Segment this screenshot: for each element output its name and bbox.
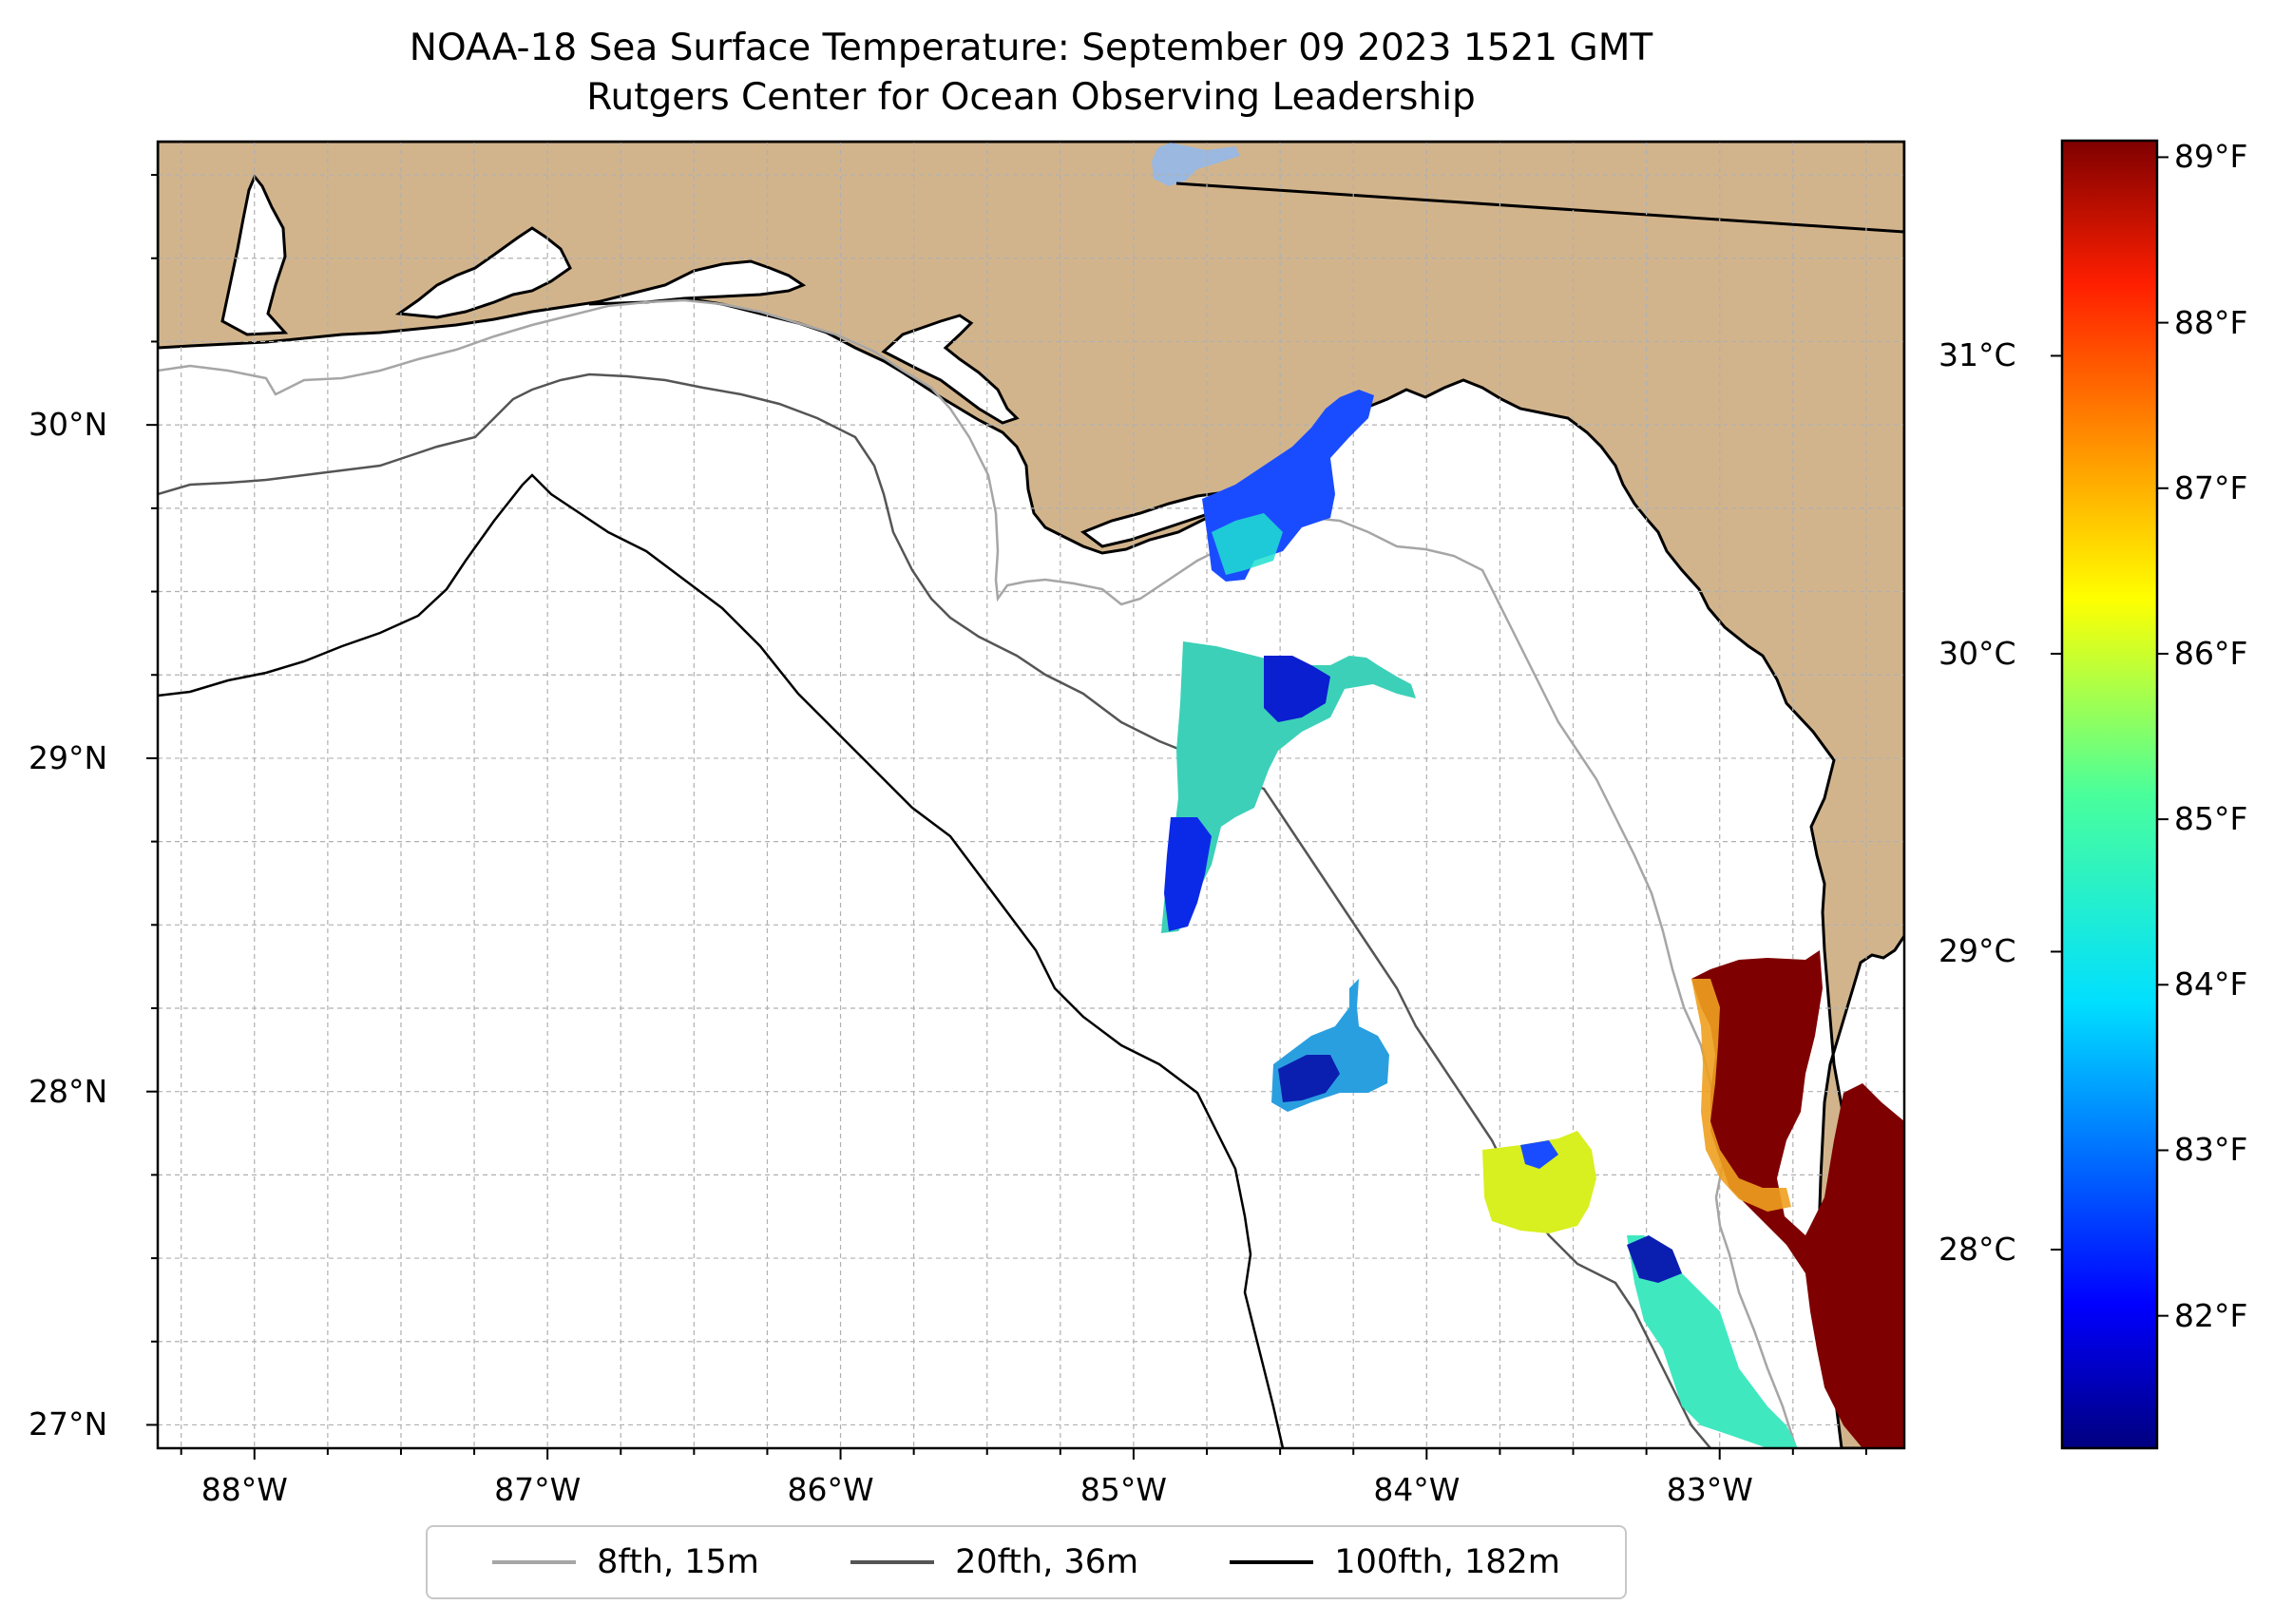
st-andrew-bay [881, 314, 1020, 425]
legend-item-8fth: 8fth, 15m [492, 1543, 759, 1581]
legend-item-20fth: 20fth, 36m [850, 1543, 1138, 1581]
latitude-label: 28°N [29, 1072, 108, 1110]
longitude-label: 87°W [494, 1471, 582, 1508]
sst-patch-st-andrew-warm [1212, 513, 1283, 575]
longitude-label: 83°W [1666, 1471, 1753, 1508]
sst-patch-nearshore-south-blue [1627, 1235, 1682, 1283]
lake [1152, 143, 1240, 186]
colorbar-celsius-label: 31°C [1939, 336, 2016, 374]
longitude-label: 86°W [787, 1471, 874, 1508]
axis-ticks [146, 174, 1867, 1460]
legend-label-100fth: 100fth, 182m [1334, 1543, 1560, 1581]
colorbar [2051, 139, 2168, 1450]
sst-patch-tampa-offshore-blue [1520, 1140, 1558, 1169]
legend-label-8fth: 8fth, 15m [597, 1543, 759, 1581]
sst-patch-mid-shelf-cool [1278, 1055, 1340, 1102]
legend-label-20fth: 20fth, 36m [955, 1543, 1139, 1581]
longitude-label: 85°W [1079, 1471, 1168, 1508]
sst-patch-tampa-offshore [1482, 1131, 1596, 1233]
sst-patch-cape-san-blas-south [1164, 817, 1212, 931]
land-mass [158, 142, 1904, 1448]
sst-patch-cape-san-blas [1161, 641, 1416, 933]
legend-swatch-20fth [850, 1560, 935, 1564]
choctawhatchee-bay [588, 259, 807, 306]
contour-legend: 8fth, 15m 20fth, 36m 100fth, 182m [426, 1525, 1627, 1599]
sst-data-patches [1161, 390, 1904, 1448]
colorbar-gradient [2060, 139, 2159, 1450]
legend-swatch-8fth [492, 1560, 577, 1564]
sst-patch-nearshore-south [1627, 1235, 1798, 1448]
colorbar-fahrenheit-label: 84°F [2174, 965, 2248, 1003]
longitude-label: 88°W [201, 1471, 288, 1508]
colorbar-fahrenheit-label: 89°F [2174, 138, 2248, 176]
colorbar-fahrenheit-label: 82°F [2174, 1296, 2248, 1334]
colorbar-ticks [2051, 156, 2168, 1317]
latitude-label: 27°N [29, 1405, 108, 1443]
colorbar-celsius-label: 28°C [1939, 1230, 2016, 1268]
colorbar-fahrenheit-label: 87°F [2174, 468, 2248, 506]
colorbar-fahrenheit-label: 86°F [2174, 634, 2248, 672]
longitude-label: 84°W [1373, 1471, 1461, 1508]
sst-patch-coastal-edge [1691, 979, 1791, 1212]
colorbar-fahrenheit-label: 85°F [2174, 800, 2248, 838]
colorbar-celsius-label: 29°C [1939, 932, 2016, 970]
latitude-label: 29°N [29, 738, 108, 776]
pensacola-bay [394, 226, 572, 319]
plot-frame [156, 140, 1906, 1450]
latitude-label: 30°N [29, 406, 108, 444]
colorbar-fahrenheit-label: 83°F [2174, 1131, 2248, 1169]
colorbar-celsius-label: 30°C [1939, 634, 2016, 672]
isobath-8fth [158, 298, 1798, 1448]
legend-swatch-100fth [1230, 1560, 1314, 1564]
sst-patch-cape-san-blas-cool [1264, 656, 1330, 722]
colorbar-fahrenheit-label: 88°F [2174, 303, 2248, 341]
gridlines [158, 142, 1904, 1448]
mobile-bay [220, 174, 289, 336]
isobath-100fth [158, 473, 1285, 1448]
map-subtitle: Rutgers Center for Ocean Observing Leade… [586, 76, 1476, 119]
sst-patch-big-bend-coast [1691, 950, 1904, 1448]
legend-item-100fth: 100fth, 182m [1230, 1543, 1560, 1581]
map-title: NOAA-18 Sea Surface Temperature: Septemb… [409, 27, 1653, 69]
state-border [1175, 182, 1904, 234]
